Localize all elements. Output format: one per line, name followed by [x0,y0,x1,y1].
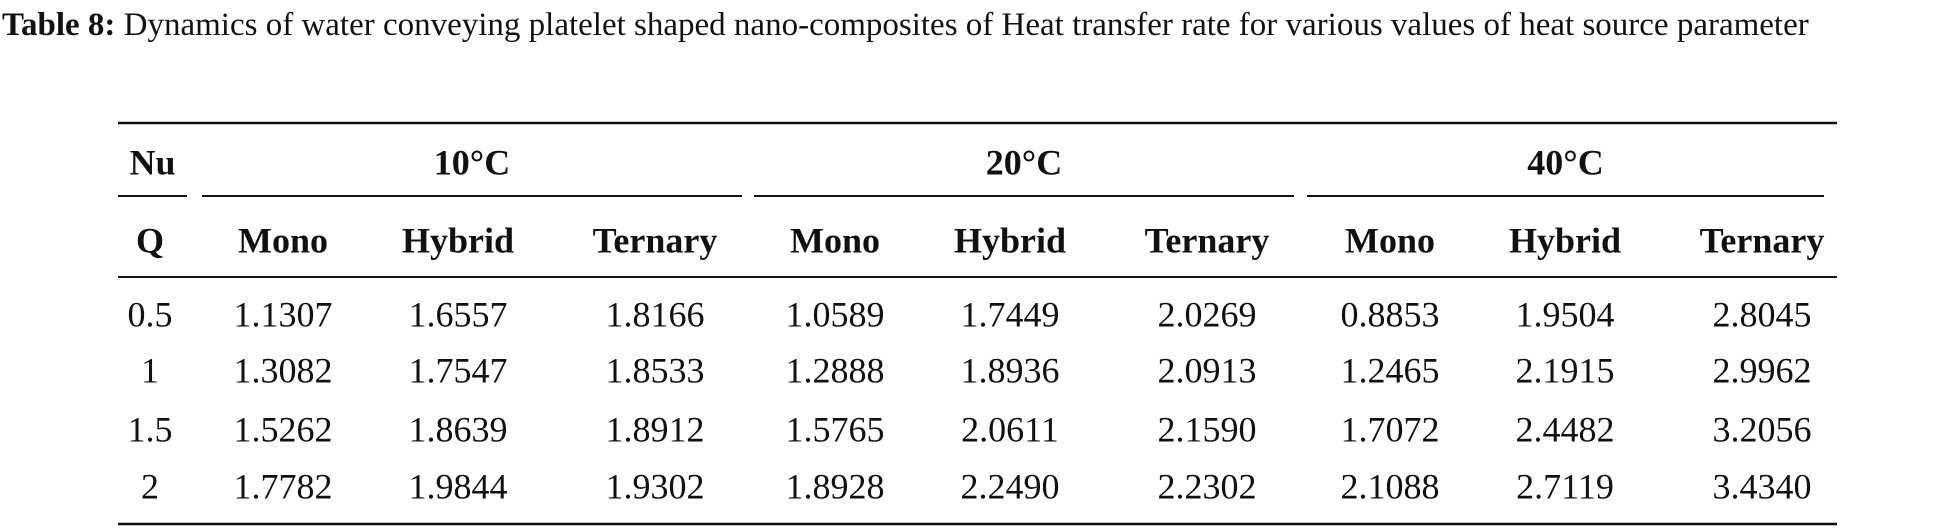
cell: 2.0611 [961,409,1059,449]
caption-title: Dynamics of water conveying platelet sha… [123,7,1809,43]
cell: 3.2056 [1713,409,1812,449]
column-header: Hybrid [954,220,1066,260]
group-header: Nu [129,142,175,182]
caption-label: Table 8: [2,7,116,43]
cell: 1.9302 [606,466,705,506]
cell: 1.6557 [409,294,508,334]
column-header: Ternary [1145,220,1270,260]
cell: 1.1307 [234,294,333,334]
cell: 2.1590 [1158,409,1257,449]
column-header: Mono [790,220,880,260]
cell: 1.7782 [234,466,333,506]
cell: 2 [141,466,159,506]
cell: 1.5262 [234,409,333,449]
cell: 2.8045 [1713,294,1812,334]
column-header: Q [136,220,164,260]
column-header: Mono [1345,220,1435,260]
cell: 1.8639 [409,409,508,449]
cell: 1.9504 [1516,294,1615,334]
cell: 1.0589 [786,294,885,334]
cell: 2.0269 [1158,294,1257,334]
group-header: 20°C [986,142,1062,182]
cell: 0.8853 [1341,294,1440,334]
cell: 1.8936 [961,350,1060,390]
cell: 1.8533 [606,350,705,390]
cell: 2.0913 [1158,350,1257,390]
column-header: Hybrid [402,220,514,260]
cell: 1.5765 [786,409,885,449]
cell: 1.3082 [234,350,333,390]
column-header: Ternary [593,220,718,260]
column-header: Mono [238,220,328,260]
cell: 1.8912 [606,409,705,449]
cell: 1.7547 [409,350,508,390]
cell: 2.1088 [1341,466,1440,506]
cell: 1.7072 [1341,409,1440,449]
caption: Table 8: Dynamics of water conveying pla… [2,0,1952,50]
cell: 1.8166 [606,294,705,334]
cell: 1 [141,350,159,390]
cell: 1.7449 [961,294,1060,334]
cell: 1.8928 [786,466,885,506]
group-header: 10°C [434,142,510,182]
cell: 2.2302 [1158,466,1257,506]
column-header: Ternary [1700,220,1825,260]
cell: 1.5 [128,409,173,449]
cell: 1.2465 [1341,350,1440,390]
group-header: 40°C [1527,142,1603,182]
cell: 2.4482 [1516,409,1615,449]
cell: 1.2888 [786,350,885,390]
cell: 1.9844 [409,466,508,506]
cell: 2.7119 [1516,466,1614,506]
cell: 3.4340 [1713,466,1812,506]
cell: 2.9962 [1713,350,1812,390]
cell: 2.1915 [1516,350,1615,390]
column-header: Hybrid [1509,220,1621,260]
cell: 2.2490 [961,466,1060,506]
cell: 0.5 [128,294,173,334]
